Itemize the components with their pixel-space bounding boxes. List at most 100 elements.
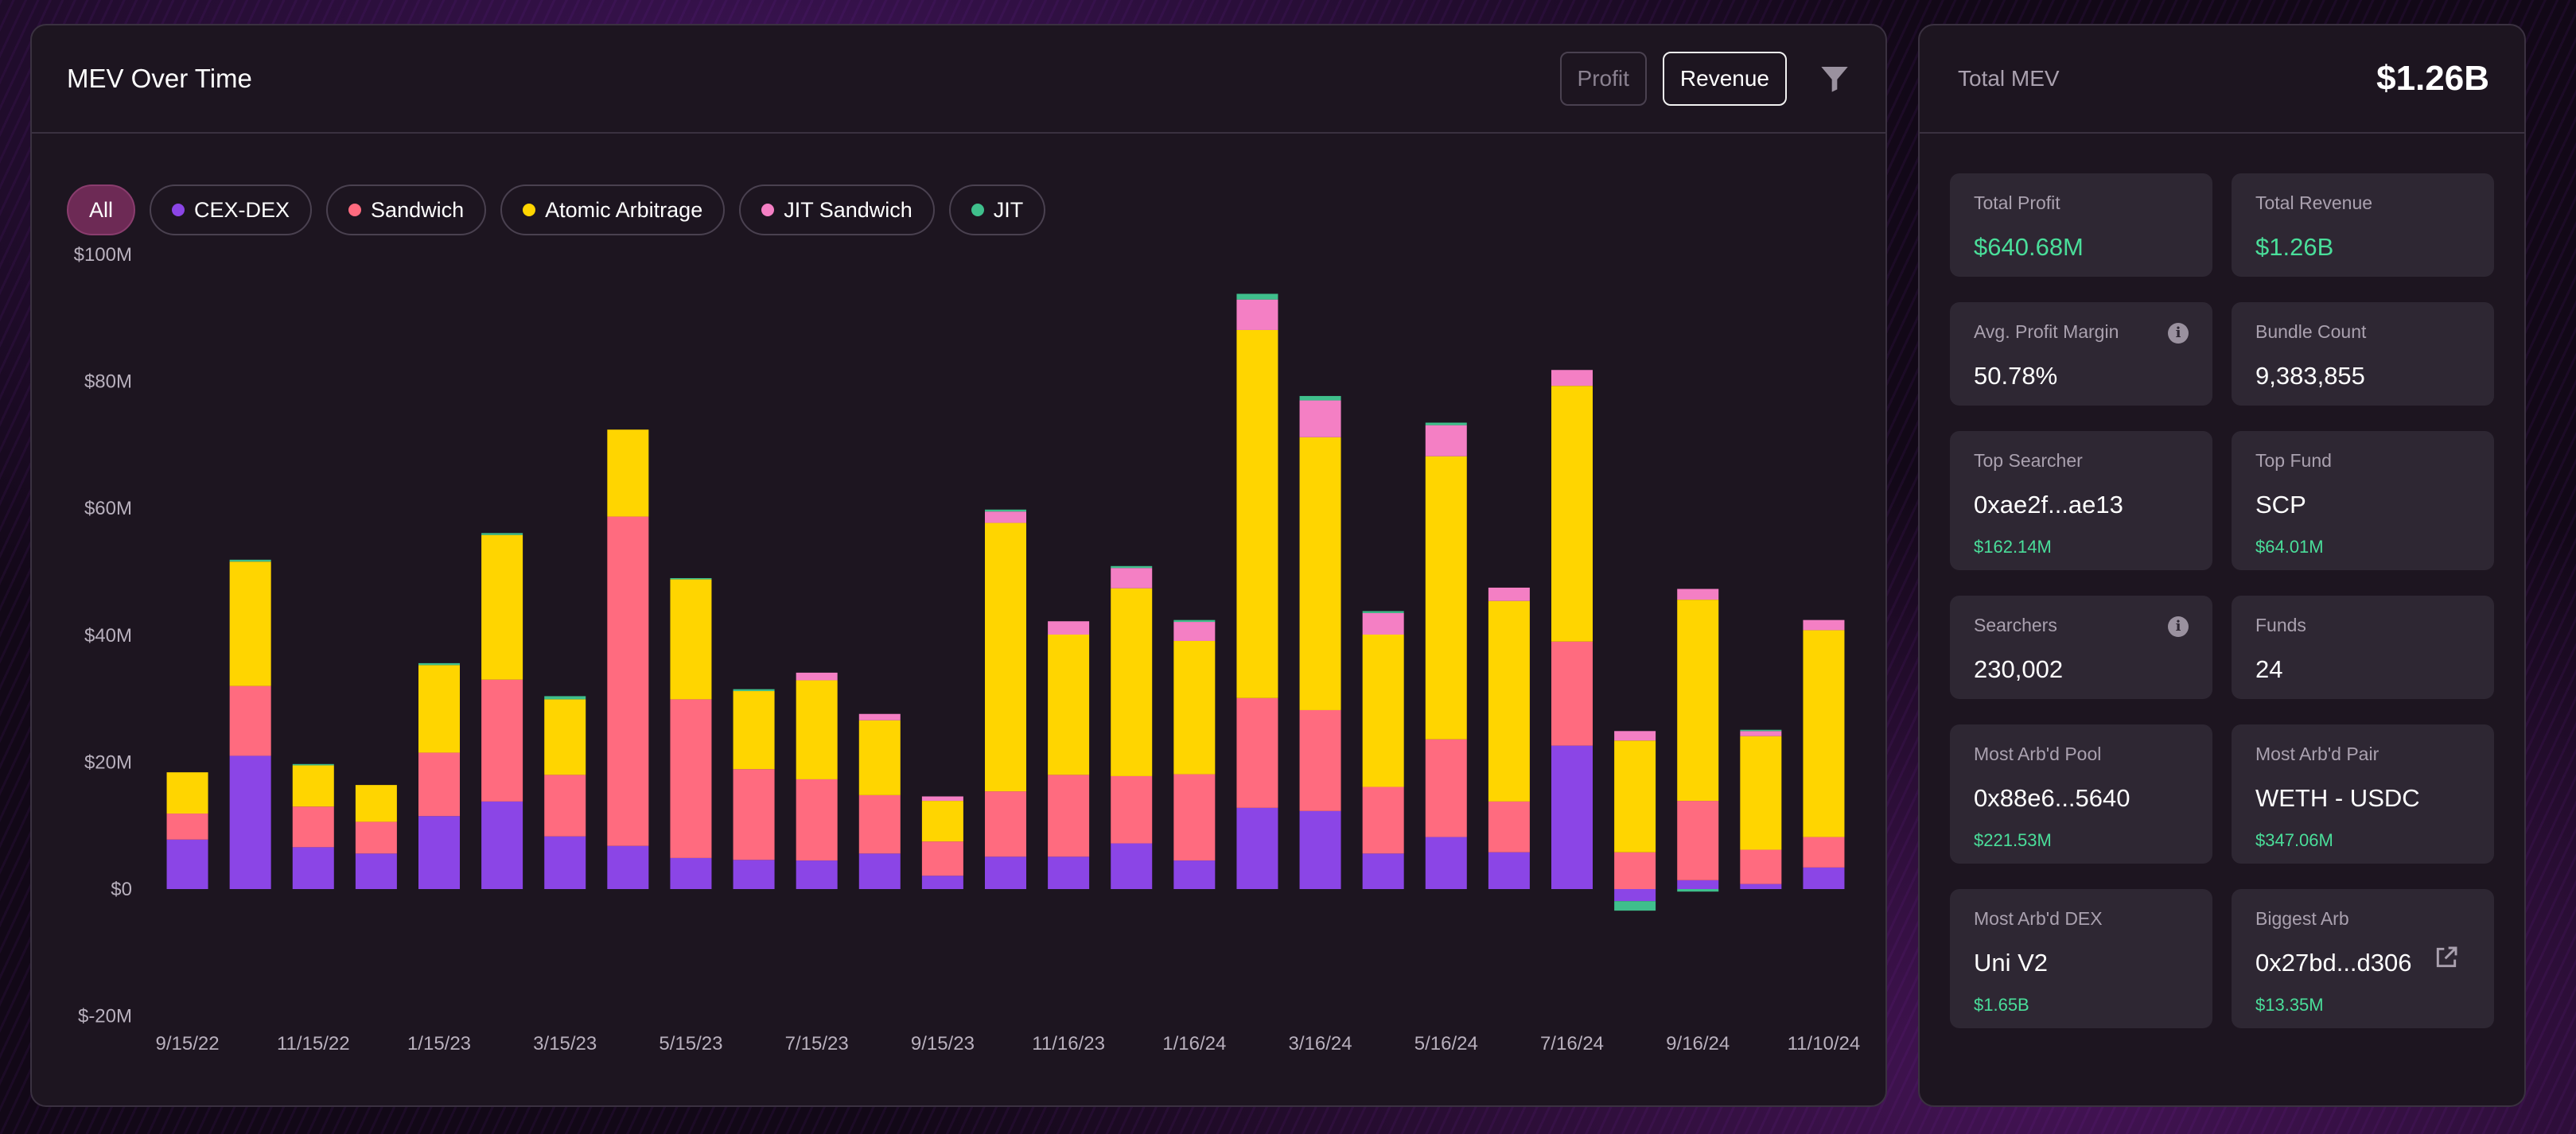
bar-segment-jit[interactable]	[481, 533, 523, 535]
bar-segment-jit[interactable]	[229, 559, 271, 562]
bar-segment-sandwich[interactable]	[1048, 775, 1090, 857]
bar-segment-sandwich[interactable]	[1173, 774, 1216, 861]
bar-segment-sandwich[interactable]	[1551, 641, 1593, 746]
bar-segment-atomic-arbitrage[interactable]	[921, 801, 963, 842]
bar-segment-atomic-arbitrage[interactable]	[1048, 635, 1090, 775]
bar-segment-jit-sandwich[interactable]	[1173, 622, 1216, 641]
bar-segment-cex-dex[interactable]	[1740, 884, 1782, 889]
bar-segment-cex-dex[interactable]	[166, 839, 208, 889]
bar-segment-sandwich[interactable]	[670, 699, 712, 858]
bar-segment-jit[interactable]	[1740, 729, 1782, 732]
bar-segment-sandwich[interactable]	[166, 814, 208, 840]
bar-segment-sandwich[interactable]	[481, 679, 523, 802]
bar-segment-cex-dex[interactable]	[858, 853, 901, 889]
bar-segment-atomic-arbitrage[interactable]	[481, 534, 523, 680]
bar-segment-jit[interactable]	[1236, 293, 1278, 300]
bar-segment-jit-sandwich[interactable]	[796, 672, 838, 681]
bar-segment-cex-dex[interactable]	[481, 801, 523, 889]
info-icon[interactable]: i	[2168, 616, 2189, 637]
filter-pill-jit-sandwich[interactable]: JIT Sandwich	[739, 184, 935, 235]
bar-segment-atomic-arbitrage[interactable]	[796, 680, 838, 779]
bar-segment-atomic-arbitrage[interactable]	[1173, 640, 1216, 775]
bar-segment-atomic-arbitrage[interactable]	[1299, 437, 1341, 710]
bar-segment-jit[interactable]	[733, 689, 775, 692]
bar-segment-atomic-arbitrage[interactable]	[544, 699, 586, 775]
bar-segment-cex-dex[interactable]	[607, 845, 649, 889]
bar-segment-sandwich[interactable]	[1740, 849, 1782, 884]
bar-segment-cex-dex[interactable]	[1111, 843, 1153, 889]
bar-segment-cex-dex[interactable]	[1551, 745, 1593, 889]
filter-icon[interactable]	[1819, 63, 1850, 95]
bar-segment-cex-dex[interactable]	[1299, 810, 1341, 889]
bar-segment-cex-dex[interactable]	[985, 856, 1026, 889]
bar-segment-jit-sandwich[interactable]	[1111, 568, 1153, 588]
bar-segment-cex-dex[interactable]	[355, 853, 397, 889]
bar-segment-sandwich[interactable]	[1488, 801, 1530, 852]
bar-segment-jit-sandwich[interactable]	[1048, 621, 1090, 635]
bar-segment-sandwich[interactable]	[1803, 837, 1845, 868]
bar-segment-sandwich[interactable]	[858, 794, 901, 854]
bar-segment-atomic-arbitrage[interactable]	[985, 522, 1026, 792]
bar-segment-atomic-arbitrage[interactable]	[733, 691, 775, 770]
bar-segment-atomic-arbitrage[interactable]	[1236, 329, 1278, 698]
bar-segment-atomic-arbitrage[interactable]	[607, 429, 649, 517]
bar-segment-jit[interactable]	[1677, 889, 1719, 892]
bar-segment-sandwich[interactable]	[292, 806, 334, 848]
bar-segment-cex-dex[interactable]	[1677, 880, 1719, 889]
bar-segment-cex-dex[interactable]	[1173, 860, 1216, 889]
bar-segment-jit[interactable]	[544, 696, 586, 700]
filter-pill-all[interactable]: All	[67, 184, 136, 235]
bar-segment-jit-sandwich[interactable]	[1236, 299, 1278, 330]
bar-segment-sandwich[interactable]	[1425, 739, 1467, 837]
bar-segment-sandwich[interactable]	[1299, 709, 1341, 811]
bar-segment-jit[interactable]	[1173, 619, 1216, 623]
bar-segment-sandwich[interactable]	[985, 791, 1026, 857]
bar-segment-cex-dex[interactable]	[1236, 807, 1278, 889]
bar-segment-atomic-arbitrage[interactable]	[1677, 600, 1719, 802]
bar-segment-jit-sandwich[interactable]	[1488, 587, 1530, 601]
filter-pill-atomic-arbitrage[interactable]: Atomic Arbitrage	[500, 184, 726, 235]
bar-segment-jit-sandwich[interactable]	[1803, 619, 1845, 631]
bar-segment-jit[interactable]	[418, 662, 460, 666]
bar-segment-jit[interactable]	[292, 763, 334, 766]
bar-segment-jit-sandwich[interactable]	[1299, 400, 1341, 437]
bar-segment-sandwich[interactable]	[229, 685, 271, 756]
bar-segment-sandwich[interactable]	[1111, 775, 1153, 844]
bar-segment-atomic-arbitrage[interactable]	[1551, 386, 1593, 642]
bar-segment-cex-dex[interactable]	[1425, 837, 1467, 889]
bar-segment-atomic-arbitrage[interactable]	[1362, 635, 1404, 787]
bar-segment-cex-dex[interactable]	[733, 860, 775, 889]
bar-segment-jit-sandwich[interactable]	[1425, 425, 1467, 456]
bar-segment-jit-sandwich[interactable]	[1677, 588, 1719, 600]
bar-segment-cex-dex[interactable]	[229, 755, 271, 889]
bar-segment-jit-sandwich[interactable]	[858, 713, 901, 720]
bar-segment-cex-dex[interactable]	[1362, 853, 1404, 889]
bar-segment-atomic-arbitrage[interactable]	[1488, 600, 1530, 802]
bar-segment-cex-dex[interactable]	[921, 876, 963, 889]
bar-segment-jit[interactable]	[670, 577, 712, 580]
bar-segment-jit[interactable]	[985, 509, 1026, 512]
bar-segment-jit-sandwich[interactable]	[1740, 731, 1782, 736]
bar-segment-cex-dex[interactable]	[1048, 856, 1090, 889]
bar-segment-sandwich[interactable]	[1236, 697, 1278, 808]
external-link-icon[interactable]	[2434, 945, 2459, 970]
bar-segment-atomic-arbitrage[interactable]	[229, 561, 271, 686]
bar-segment-jit[interactable]	[1111, 565, 1153, 569]
bar-segment-sandwich[interactable]	[1362, 786, 1404, 854]
bar-segment-sandwich[interactable]	[418, 752, 460, 817]
bar-segment-cex-dex[interactable]	[1614, 889, 1656, 902]
bar-segment-cex-dex[interactable]	[544, 836, 586, 889]
filter-pill-sandwich[interactable]: Sandwich	[326, 184, 487, 235]
bar-segment-jit-sandwich[interactable]	[1362, 612, 1404, 635]
bar-segment-atomic-arbitrage[interactable]	[858, 720, 901, 795]
bar-segment-sandwich[interactable]	[607, 516, 649, 846]
profit-toggle[interactable]: Profit	[1559, 52, 1647, 106]
bar-segment-atomic-arbitrage[interactable]	[1803, 630, 1845, 837]
bar-segment-atomic-arbitrage[interactable]	[1425, 456, 1467, 740]
bar-segment-sandwich[interactable]	[355, 821, 397, 854]
bar-segment-sandwich[interactable]	[1614, 852, 1656, 889]
bar-segment-cex-dex[interactable]	[418, 816, 460, 889]
bar-segment-jit[interactable]	[1614, 901, 1656, 911]
bar-segment-sandwich[interactable]	[1677, 801, 1719, 880]
bar-segment-jit-sandwich[interactable]	[1614, 731, 1656, 741]
